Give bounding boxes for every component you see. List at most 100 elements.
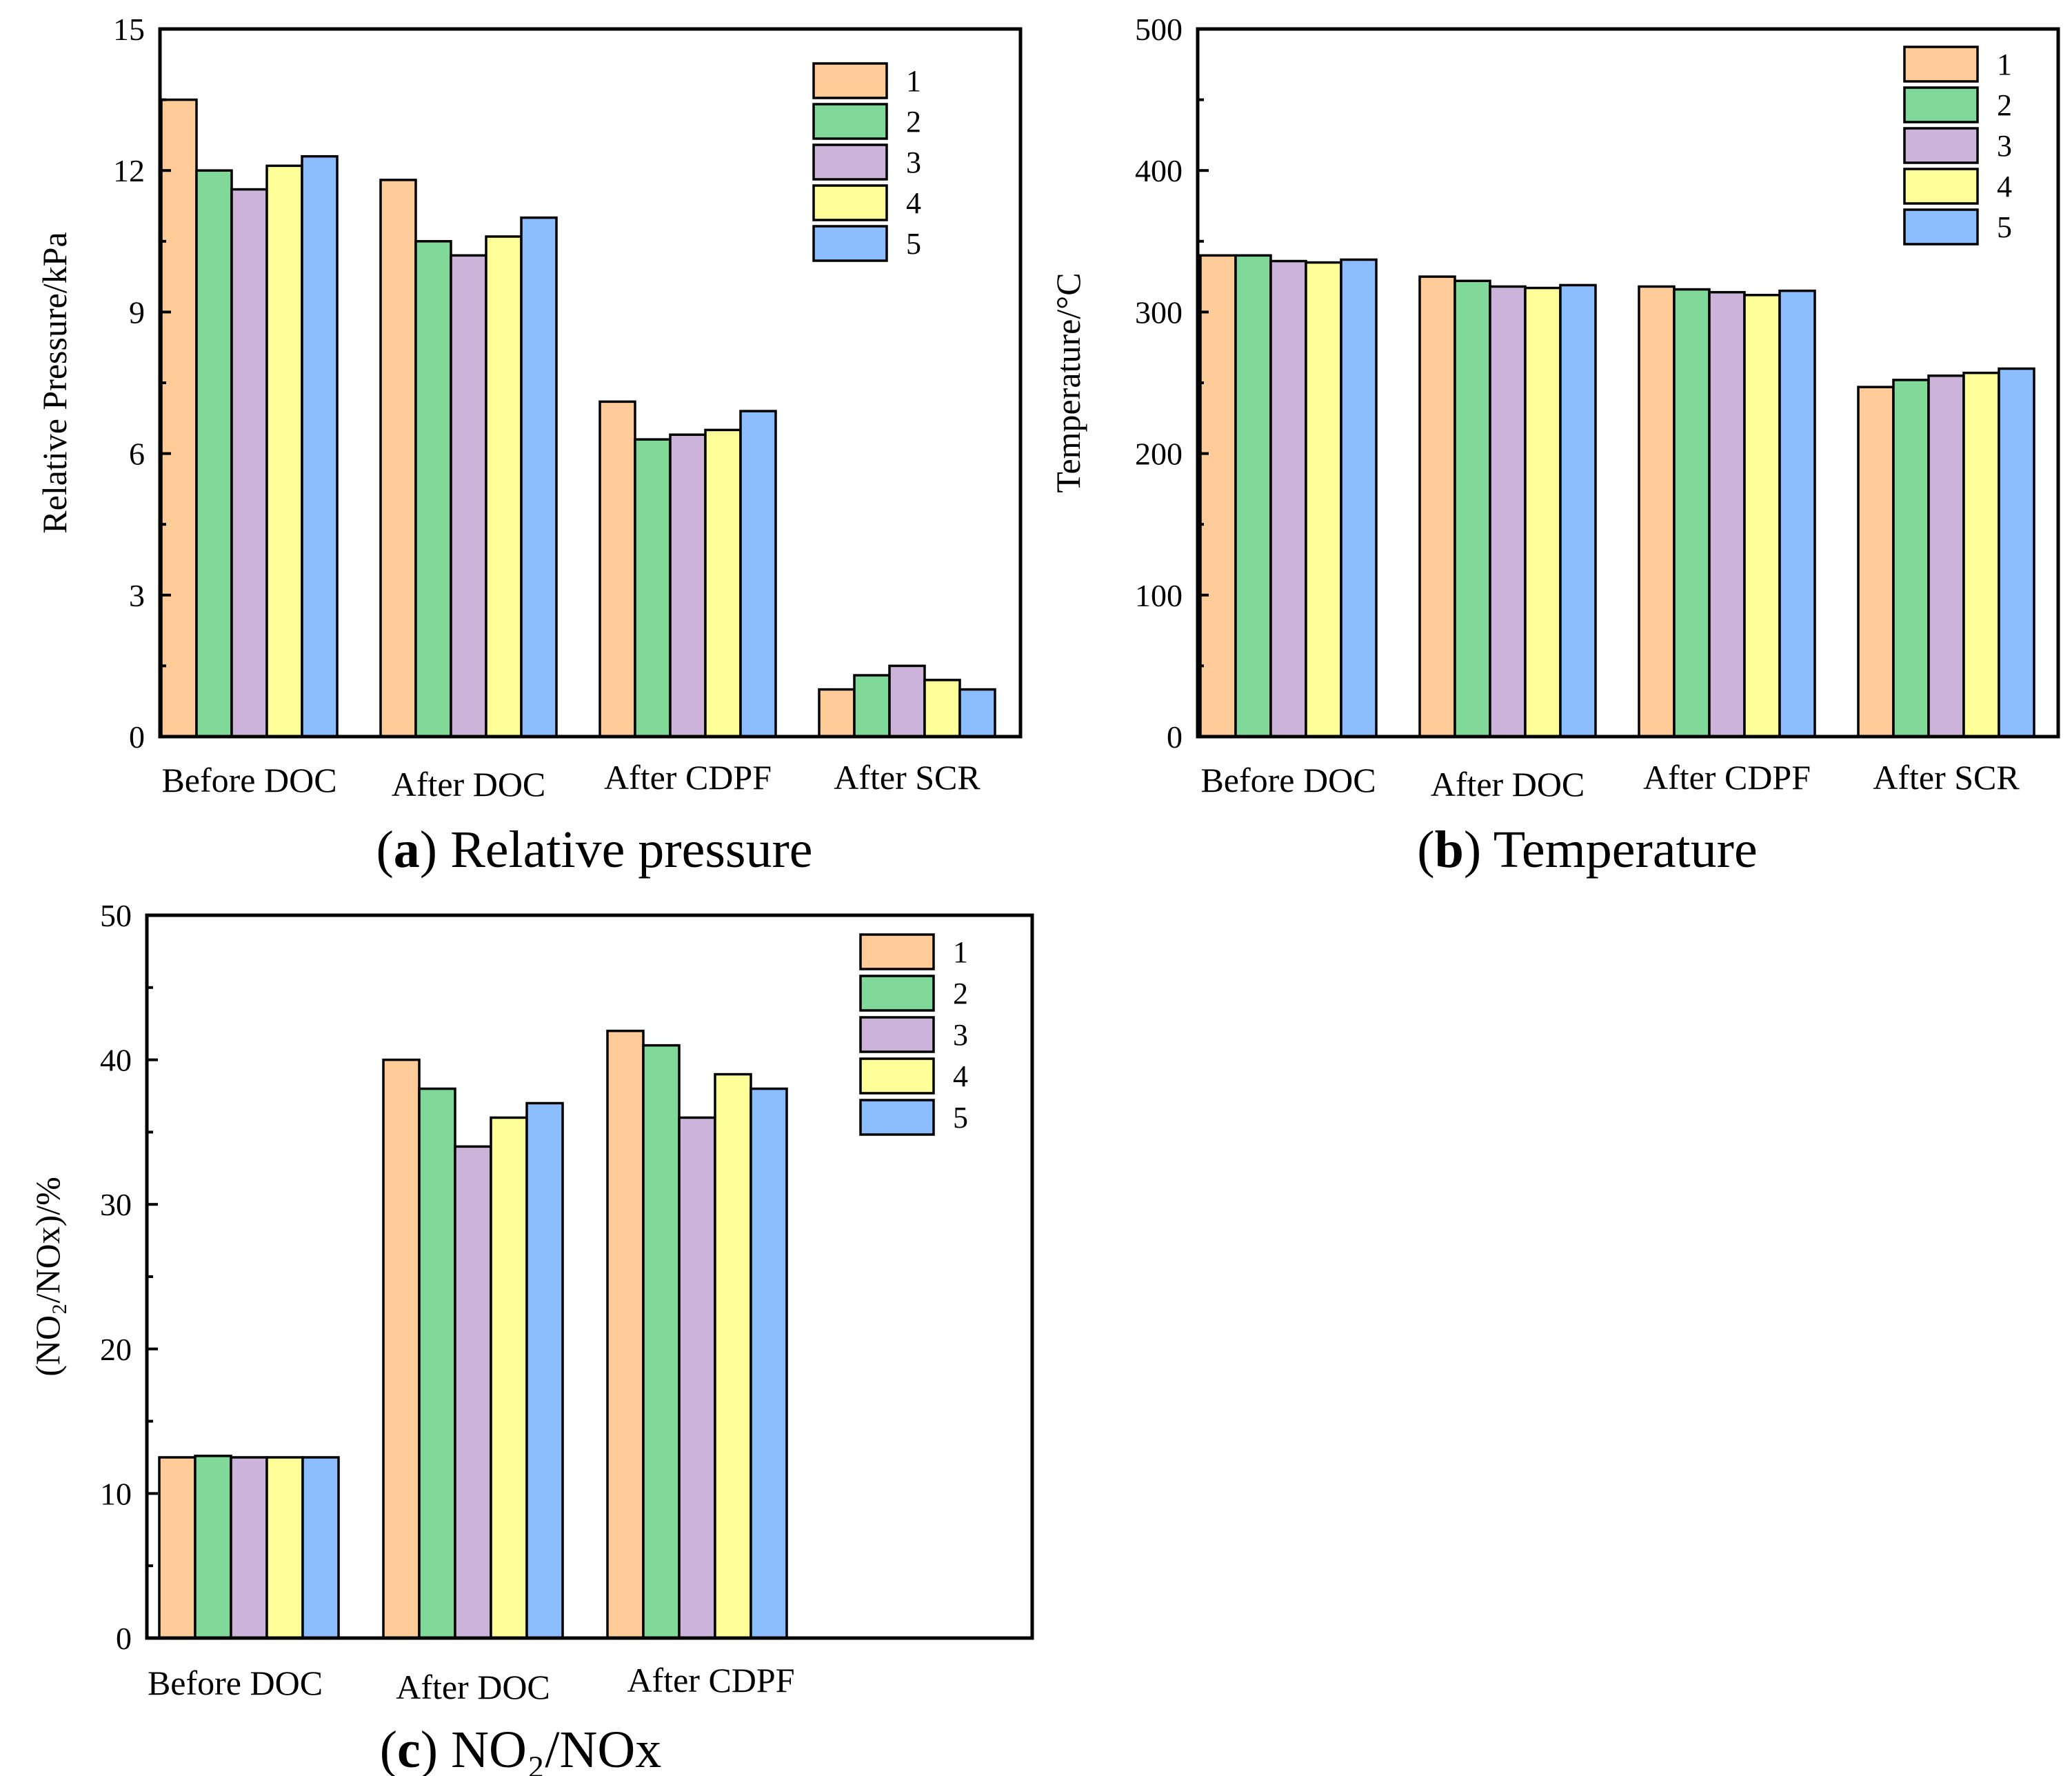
bar-a-0-series-3 — [230, 188, 268, 738]
bar-a-3-series-3 — [888, 664, 926, 738]
ytick-label-b-2: 200 — [1135, 437, 1183, 472]
ytick-label-b-5: 500 — [1135, 12, 1183, 47]
bar-a-3-series-1 — [818, 688, 856, 738]
legend-label-a-4: 4 — [906, 186, 921, 220]
category-label-a-0: Before DOC — [161, 761, 336, 799]
ytick-label-c-4: 40 — [100, 1043, 132, 1078]
bar-c-0-series-4 — [265, 1456, 304, 1639]
legend-swatch-b-5 — [1903, 208, 1979, 246]
ytick-label-b-1: 100 — [1135, 578, 1183, 613]
legend-swatch-c-1 — [859, 933, 935, 970]
category-label-c-2: After CDPF — [627, 1661, 794, 1699]
bar-b-2-series-5 — [1778, 289, 1816, 738]
legend-swatch-c-4 — [859, 1057, 935, 1095]
legend-swatch-b-1 — [1903, 46, 1979, 83]
ytick-label-a-3: 9 — [129, 295, 145, 330]
bar-c-1-series-4 — [490, 1116, 528, 1639]
legend-swatch-a-2 — [812, 103, 888, 140]
bar-c-1-series-5 — [525, 1101, 564, 1639]
category-label-a-3: After SCR — [834, 758, 980, 797]
ytick-label-c-0: 0 — [116, 1621, 132, 1656]
legend-label-b-4: 4 — [1997, 170, 2012, 203]
bar-c-1-series-1 — [382, 1058, 421, 1639]
legend-label-a-1: 1 — [906, 64, 921, 98]
category-label-b-2: After CDPF — [1643, 758, 1811, 797]
category-label-c-1: After DOC — [396, 1668, 550, 1706]
bar-c-2-series-3 — [678, 1116, 716, 1639]
panel-caption-letter-a: a — [394, 821, 420, 879]
legend-swatch-c-5 — [859, 1099, 935, 1136]
y-axis-title-b: Temperature/°C — [1049, 272, 1087, 492]
legend-label-c-5: 5 — [953, 1101, 968, 1135]
legend-label-b-5: 5 — [1997, 210, 2012, 244]
bar-b-1-series-3 — [1489, 285, 1527, 738]
bar-b-3-series-1 — [1857, 386, 1895, 738]
ytick-label-c-3: 30 — [100, 1187, 132, 1222]
legend-label-c-1: 1 — [953, 935, 968, 969]
chart-panel-a: Before DOC After DOC After CDPF After SCR 0 3… — [35, 12, 1023, 879]
legend-swatch-c-3 — [859, 1016, 935, 1053]
bar-b-0-series-2 — [1234, 254, 1272, 738]
bar-c-0-series-2 — [194, 1455, 232, 1639]
chart-panel-b: Before DOC After DOC After CDPF After SCR 0 1… — [1049, 12, 2060, 879]
bar-b-0-series-4 — [1305, 261, 1342, 738]
bar-a-1-series-2 — [414, 240, 452, 738]
legend-label-b-1: 1 — [1997, 48, 2012, 81]
category-label-b-3: After SCR — [1873, 758, 2020, 797]
bar-b-1-series-4 — [1524, 286, 1562, 738]
bar-a-2-series-5 — [739, 410, 777, 738]
legend-label-a-2: 2 — [906, 105, 921, 139]
bar-b-2-series-4 — [1743, 294, 1781, 738]
category-label-b-1: After DOC — [1431, 765, 1585, 804]
ytick-label-b-0: 0 — [1167, 719, 1183, 755]
legend-swatch-a-3 — [812, 143, 888, 181]
bar-a-2-series-3 — [669, 433, 707, 738]
bar-c-0-series-3 — [230, 1456, 268, 1639]
bar-c-0-series-5 — [301, 1456, 340, 1639]
bar-b-3-series-4 — [1962, 371, 2000, 738]
legend-label-c-2: 2 — [953, 977, 968, 1010]
legend-swatch-b-4 — [1903, 168, 1979, 205]
bar-b-1-series-5 — [1559, 283, 1597, 738]
bar-c-2-series-2 — [642, 1044, 681, 1639]
bar-b-0-series-3 — [1269, 259, 1307, 738]
category-label-c-0: Before DOC — [148, 1664, 323, 1702]
ytick-label-b-3: 300 — [1135, 295, 1183, 330]
legend-swatch-a-4 — [812, 184, 888, 221]
legend-label-c-4: 4 — [953, 1059, 968, 1093]
bar-b-3-series-5 — [1998, 367, 2035, 738]
bar-c-2-series-1 — [606, 1029, 645, 1639]
ytick-label-a-0: 0 — [129, 719, 145, 755]
ytick-label-b-4: 400 — [1135, 153, 1183, 188]
bar-a-2-series-4 — [704, 428, 742, 738]
bar-b-2-series-1 — [1638, 285, 1676, 738]
legend-label-c-3: 3 — [953, 1018, 968, 1052]
ytick-label-a-2: 6 — [129, 437, 145, 472]
panel-caption-c: (c) NO₂/NOx — [380, 1721, 662, 1776]
ytick-label-a-4: 12 — [113, 153, 145, 188]
legend-label-a-3: 3 — [906, 146, 921, 179]
bar-a-2-series-1 — [599, 400, 636, 738]
bar-b-1-series-1 — [1418, 275, 1456, 738]
bar-a-1-series-3 — [450, 254, 487, 738]
ytick-label-a-5: 15 — [113, 12, 145, 47]
bar-a-0-series-5 — [301, 154, 339, 738]
bar-a-3-series-2 — [853, 674, 891, 738]
bar-b-0-series-5 — [1340, 258, 1378, 738]
legend-swatch-b-3 — [1903, 127, 1979, 164]
legend-swatch-b-2 — [1903, 86, 1979, 123]
legend-label-b-3: 3 — [1997, 129, 2012, 163]
bar-a-3-series-4 — [923, 679, 961, 738]
bar-a-1-series-1 — [379, 179, 417, 738]
bar-c-0-series-1 — [158, 1456, 197, 1639]
bar-c-2-series-5 — [750, 1087, 788, 1639]
panel-caption-a: (a) Relative pressure — [376, 821, 812, 879]
category-label-a-1: After DOC — [392, 765, 546, 804]
panel-caption-b: (b) Temperature — [1417, 821, 1757, 879]
legend-label-b-2: 2 — [1997, 88, 2012, 122]
ytick-label-a-1: 3 — [129, 578, 145, 613]
bar-c-2-series-4 — [714, 1072, 752, 1639]
bar-b-2-series-2 — [1673, 288, 1711, 738]
y-axis-title-a: Relative Pressure/kPa — [35, 232, 74, 533]
